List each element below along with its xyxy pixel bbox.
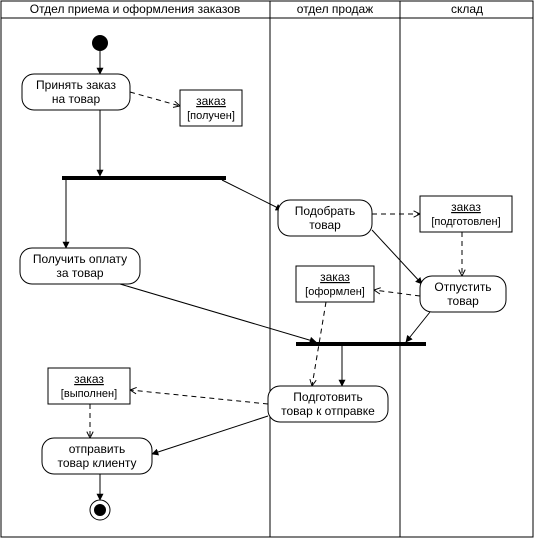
object-title: заказ <box>196 94 226 108</box>
final-node-dot <box>94 504 106 516</box>
object-title: заказ <box>320 270 350 284</box>
initial-node <box>92 35 108 51</box>
activity-label: отправить <box>69 442 126 456</box>
activity-label: Подобрать <box>295 204 355 218</box>
activity-label: за товар <box>56 266 103 280</box>
activity-label: товар <box>447 294 479 308</box>
activity-label: товар к отправке <box>281 404 375 418</box>
activity-label: Подготовить <box>293 390 362 404</box>
object-state: [выполнен] <box>61 388 117 400</box>
activity-label: Принять заказ <box>36 78 116 92</box>
lane-title-1: Отдел приема и оформления заказов <box>30 2 241 16</box>
activity-label: товар клиенту <box>58 456 137 470</box>
sync-bar <box>62 176 226 180</box>
object-title: заказ <box>451 200 481 214</box>
object-state: [оформлен] <box>305 286 365 298</box>
activity-label: Отпустить <box>434 280 491 294</box>
object-state: [получен] <box>187 110 235 122</box>
activity-label: на товар <box>52 92 101 106</box>
object-state: [подготовлен] <box>431 216 500 228</box>
activity-label: товар <box>309 218 341 232</box>
lane-title-3: склад <box>451 2 483 16</box>
activity-label: Получить оплату <box>33 252 127 266</box>
sync-bar <box>296 342 426 346</box>
lane-title-2: отдел продаж <box>297 2 373 16</box>
object-title: заказ <box>74 372 104 386</box>
